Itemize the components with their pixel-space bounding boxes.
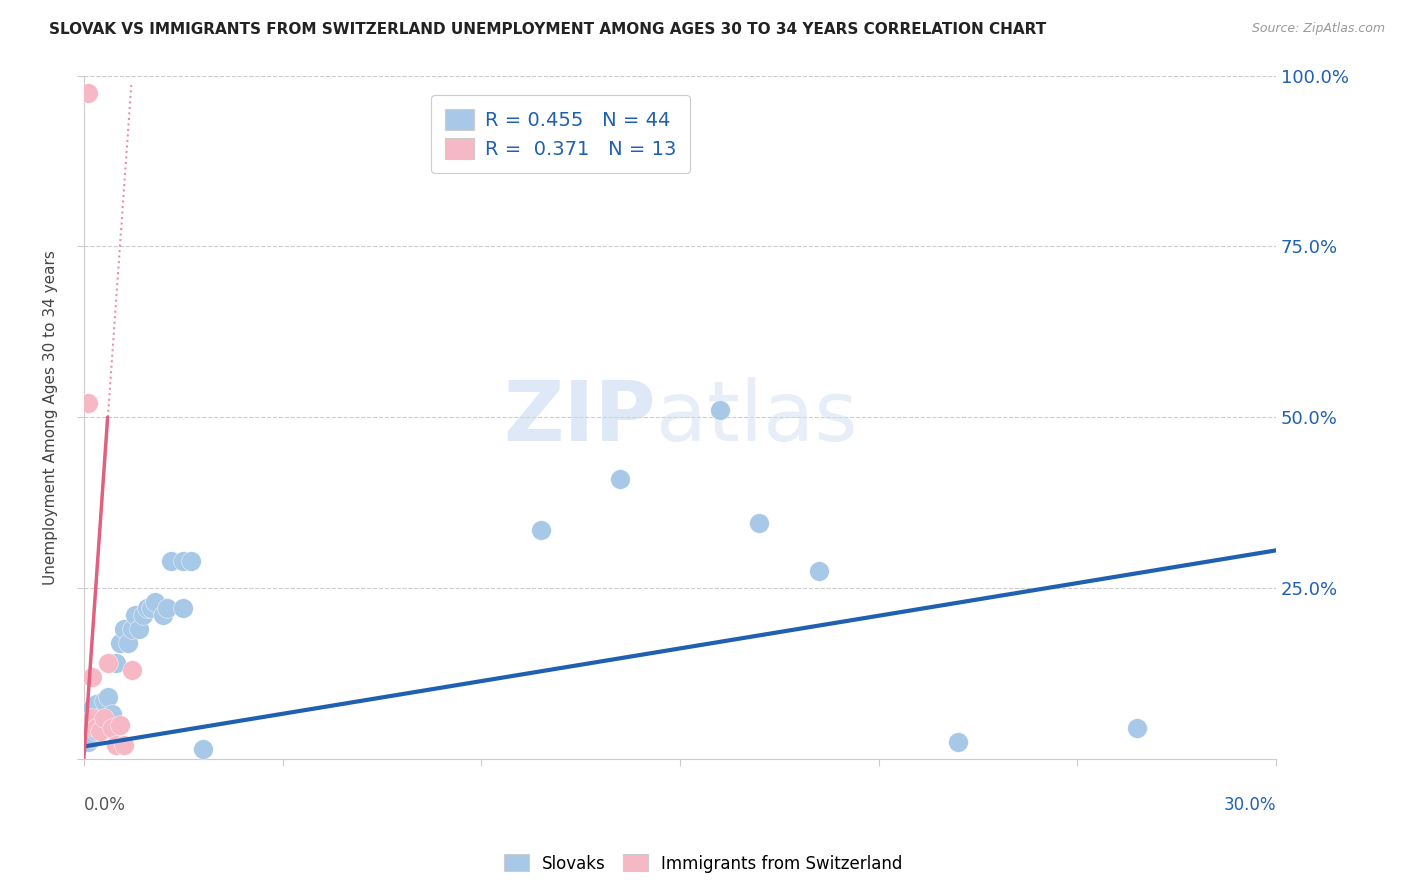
Point bbox=[748, 516, 770, 530]
Point bbox=[76, 724, 98, 739]
Point bbox=[80, 670, 103, 684]
Point bbox=[136, 601, 159, 615]
Point bbox=[172, 554, 194, 568]
Point bbox=[84, 714, 107, 729]
Point bbox=[108, 635, 131, 649]
Point bbox=[100, 707, 122, 722]
Legend: Slovaks, Immigrants from Switzerland: Slovaks, Immigrants from Switzerland bbox=[498, 847, 908, 880]
Point bbox=[80, 731, 103, 746]
Point bbox=[609, 472, 631, 486]
Text: Source: ZipAtlas.com: Source: ZipAtlas.com bbox=[1251, 22, 1385, 36]
Point bbox=[946, 735, 969, 749]
Point bbox=[80, 700, 103, 714]
Point bbox=[84, 707, 107, 722]
Point bbox=[89, 724, 111, 739]
Point bbox=[152, 608, 174, 623]
Point bbox=[84, 697, 107, 711]
Point bbox=[117, 635, 139, 649]
Point bbox=[93, 711, 115, 725]
Point bbox=[121, 622, 143, 636]
Point bbox=[76, 711, 98, 725]
Point bbox=[191, 741, 214, 756]
Point bbox=[97, 721, 120, 735]
Point bbox=[112, 738, 135, 752]
Point bbox=[76, 735, 98, 749]
Point bbox=[93, 714, 115, 729]
Text: 30.0%: 30.0% bbox=[1223, 797, 1277, 814]
Point bbox=[160, 554, 183, 568]
Text: 0.0%: 0.0% bbox=[84, 797, 125, 814]
Point bbox=[89, 714, 111, 729]
Text: ZIP: ZIP bbox=[503, 376, 657, 458]
Point bbox=[100, 721, 122, 735]
Point bbox=[97, 690, 120, 705]
Point bbox=[180, 554, 202, 568]
Point bbox=[80, 707, 103, 722]
Point bbox=[709, 403, 731, 417]
Text: atlas: atlas bbox=[657, 376, 858, 458]
Point bbox=[132, 608, 155, 623]
Point bbox=[76, 396, 98, 410]
Point bbox=[80, 711, 103, 725]
Point bbox=[124, 608, 146, 623]
Point bbox=[84, 721, 107, 735]
Point bbox=[156, 601, 179, 615]
Text: SLOVAK VS IMMIGRANTS FROM SWITZERLAND UNEMPLOYMENT AMONG AGES 30 TO 34 YEARS COR: SLOVAK VS IMMIGRANTS FROM SWITZERLAND UN… bbox=[49, 22, 1046, 37]
Point bbox=[141, 601, 163, 615]
Point bbox=[104, 656, 127, 670]
Point bbox=[84, 724, 107, 739]
Point bbox=[128, 622, 150, 636]
Y-axis label: Unemployment Among Ages 30 to 34 years: Unemployment Among Ages 30 to 34 years bbox=[44, 250, 58, 584]
Point bbox=[93, 694, 115, 708]
Point bbox=[76, 86, 98, 100]
Point bbox=[172, 601, 194, 615]
Point bbox=[97, 656, 120, 670]
Point bbox=[112, 622, 135, 636]
Point bbox=[89, 721, 111, 735]
Point bbox=[143, 594, 166, 608]
Point bbox=[530, 523, 553, 537]
Point bbox=[93, 707, 115, 722]
Point bbox=[80, 717, 103, 731]
Point bbox=[121, 663, 143, 677]
Point bbox=[104, 738, 127, 752]
Legend: R = 0.455   N = 44, R =  0.371   N = 13: R = 0.455 N = 44, R = 0.371 N = 13 bbox=[432, 95, 690, 173]
Point bbox=[807, 564, 830, 578]
Point bbox=[108, 717, 131, 731]
Point bbox=[1126, 721, 1149, 735]
